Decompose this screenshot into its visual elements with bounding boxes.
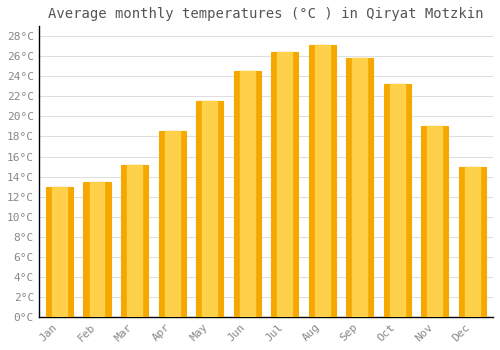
Bar bbox=[459, 167, 486, 317]
Bar bbox=[196, 102, 223, 317]
Bar bbox=[465, 167, 480, 317]
Bar bbox=[352, 58, 367, 317]
Bar bbox=[202, 102, 217, 317]
Bar bbox=[278, 52, 292, 317]
Bar bbox=[428, 126, 442, 317]
Bar bbox=[84, 182, 110, 317]
Bar bbox=[422, 126, 448, 317]
Bar bbox=[346, 58, 374, 317]
Bar bbox=[90, 182, 104, 317]
Bar bbox=[127, 164, 142, 317]
Bar bbox=[234, 71, 260, 317]
Bar bbox=[46, 187, 73, 317]
Bar bbox=[390, 84, 405, 317]
Bar bbox=[308, 45, 336, 317]
Bar bbox=[271, 52, 298, 317]
Bar bbox=[240, 71, 254, 317]
Bar bbox=[315, 45, 330, 317]
Bar bbox=[164, 132, 180, 317]
Title: Average monthly temperatures (°C ) in Qiryat Motzkin: Average monthly temperatures (°C ) in Qi… bbox=[48, 7, 484, 21]
Bar bbox=[52, 187, 67, 317]
Bar bbox=[121, 164, 148, 317]
Bar bbox=[384, 84, 411, 317]
Bar bbox=[158, 132, 186, 317]
